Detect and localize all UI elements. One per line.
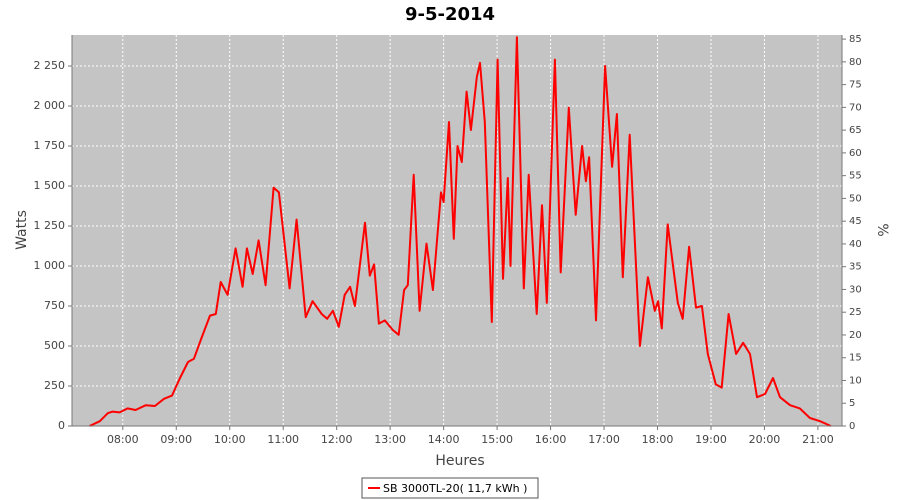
y-tick-label: 1 000: [34, 259, 66, 272]
y2-tick-label: 15: [849, 353, 862, 364]
legend-label: SB 3000TL-20( 11,7 kWh ): [383, 482, 527, 495]
y-tick-label: 2 000: [34, 99, 66, 112]
y2-tick-label: 65: [849, 125, 862, 136]
x-tick-label: 20:00: [749, 433, 781, 446]
y2-tick-label: 50: [849, 193, 862, 204]
y2-tick-label: 0: [849, 421, 855, 432]
y-tick-label: 250: [44, 379, 65, 392]
grid: [72, 35, 842, 427]
legend-box: [361, 477, 539, 499]
y2-tick-label: 30: [849, 284, 862, 295]
x-tick-label: 14:00: [428, 433, 460, 446]
x-tick-label: 12:00: [321, 433, 353, 446]
chart-title: 9-5-2014: [405, 4, 495, 25]
x-tick-label: 16:00: [535, 433, 567, 446]
x-tick-label: 21:00: [802, 433, 834, 446]
y2-tick-label: 55: [849, 171, 862, 182]
series-layer: [89, 36, 832, 427]
y2-tick-label: 85: [849, 34, 862, 45]
y2-tick-label: 25: [849, 307, 862, 318]
y2-tick-label: 5: [849, 398, 855, 409]
x-axis-label: Heures: [435, 453, 484, 469]
y2-tick-label: 35: [849, 262, 862, 273]
y2-axis-label: %: [874, 223, 890, 236]
y-tick-label: 1 500: [34, 179, 66, 192]
y2-tick-label: 70: [849, 102, 862, 113]
x-tick-label: 15:00: [481, 433, 513, 446]
y-axis-label: Watts: [14, 210, 30, 250]
plot-area: [72, 35, 842, 426]
x-tick-label: 13:00: [374, 433, 406, 446]
y2-tick-label: 45: [849, 216, 862, 227]
series-line: [89, 36, 832, 427]
x-tick-label: 18:00: [642, 433, 674, 446]
x-tick-label: 08:00: [107, 433, 139, 446]
x-tick-label: 17:00: [588, 433, 620, 446]
y-tick-label: 0: [58, 419, 65, 432]
y-tick-label: 750: [44, 299, 65, 312]
y2-tick-label: 80: [849, 57, 862, 68]
x-tick-label: 09:00: [160, 433, 192, 446]
y2-tick-label: 20: [849, 330, 862, 341]
y2-tick-label: 75: [849, 80, 862, 91]
y-tick-label: 500: [44, 339, 65, 352]
x-tick-label: 19:00: [695, 433, 727, 446]
x-tick-label: 10:00: [214, 433, 246, 446]
y2-tick-label: 40: [849, 239, 862, 250]
y2-tick-label: 10: [849, 375, 862, 386]
x-tick-label: 11:00: [267, 433, 299, 446]
y-tick-label: 2 250: [34, 59, 66, 72]
y-tick-label: 1 750: [34, 139, 66, 152]
y2-tick-label: 60: [849, 148, 862, 159]
y-tick-label: 1 250: [34, 219, 66, 232]
